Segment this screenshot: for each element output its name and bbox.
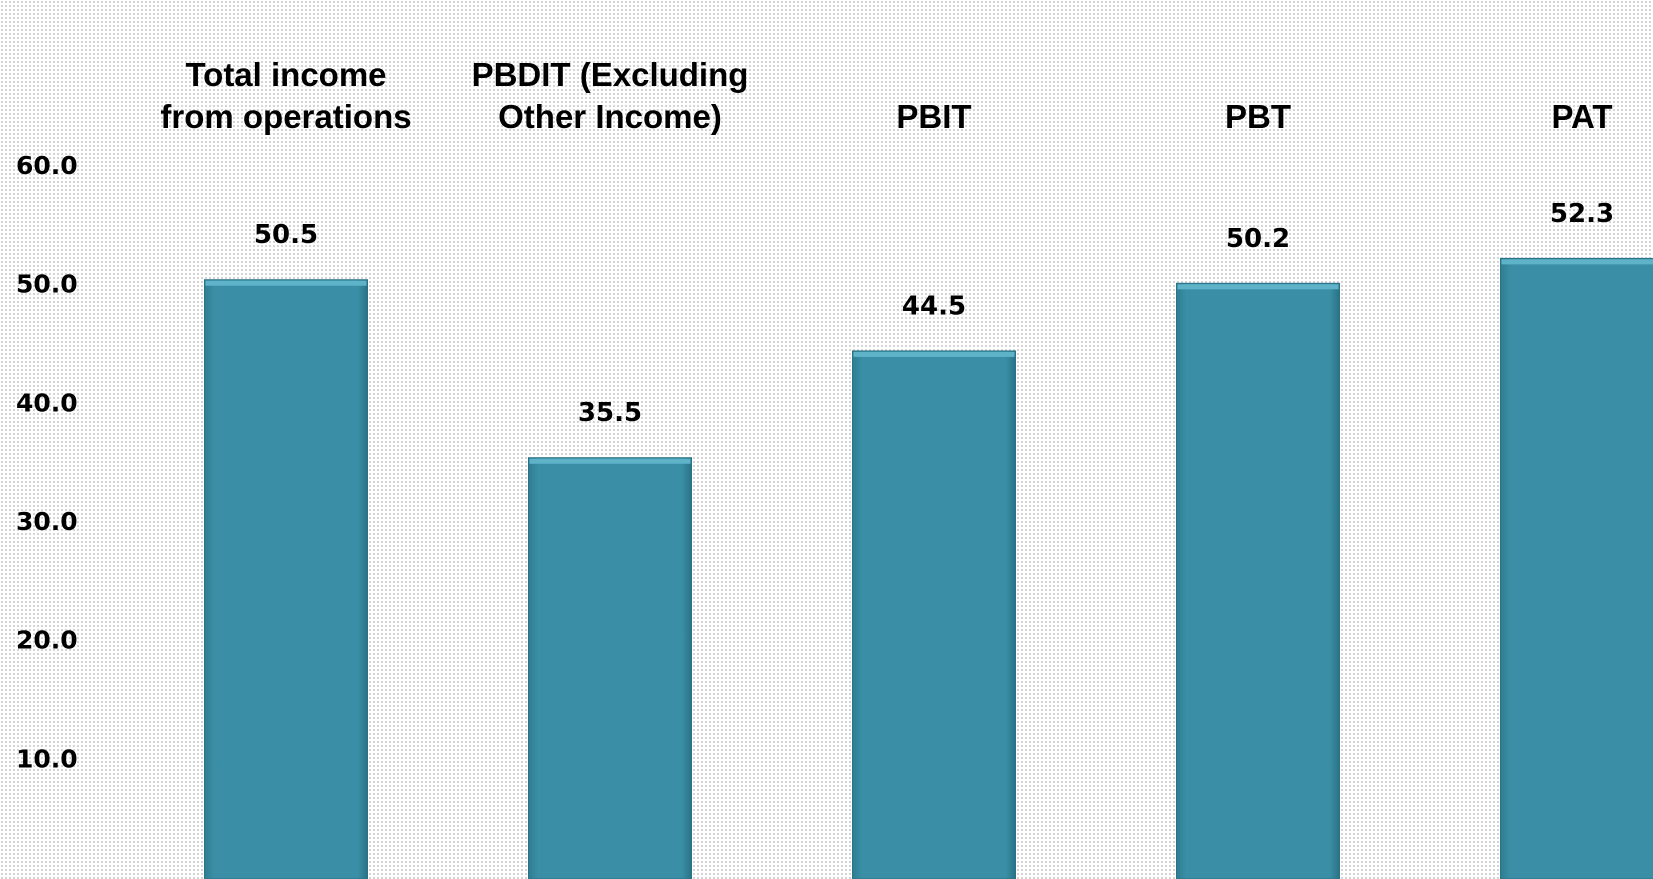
bar-highlight — [1501, 259, 1653, 265]
bar — [1500, 257, 1653, 879]
bar — [1176, 282, 1340, 879]
value-label: 35.5 — [578, 398, 642, 428]
bar — [528, 457, 692, 879]
y-tick-label: 50.0 — [16, 270, 78, 299]
value-label: 50.2 — [1226, 224, 1290, 254]
category-label: PBIT — [896, 98, 972, 135]
y-tick-label: 30.0 — [16, 507, 78, 536]
value-label: 52.3 — [1550, 199, 1614, 229]
bar — [204, 279, 368, 879]
y-tick-label: 10.0 — [16, 744, 78, 773]
bar — [852, 350, 1016, 879]
bar-highlight — [853, 351, 1015, 357]
y-tick-label: 60.0 — [16, 151, 78, 180]
category-label: PBT — [1225, 98, 1291, 135]
category-label: PBDIT (Excluding Other Income) — [471, 56, 749, 135]
y-tick-label: 40.0 — [16, 388, 78, 417]
bar-highlight — [1177, 284, 1339, 290]
category-label: PAT — [1551, 98, 1613, 135]
bar-highlight — [205, 280, 367, 286]
value-label: 50.5 — [254, 220, 318, 250]
y-tick-label: 20.0 — [16, 626, 78, 655]
bar-highlight — [529, 458, 691, 464]
value-label: 44.5 — [902, 291, 966, 321]
category-label: Total income from operations — [160, 56, 412, 135]
